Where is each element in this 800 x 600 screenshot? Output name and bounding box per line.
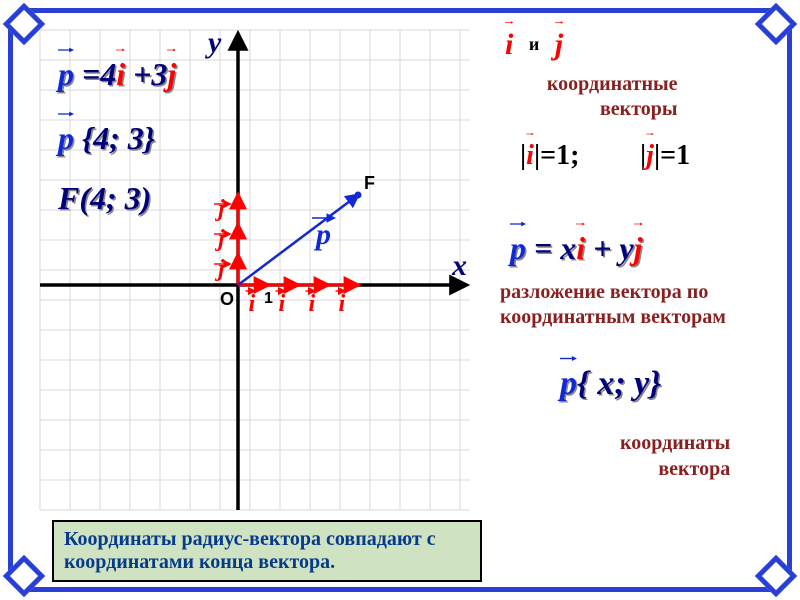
caption-decomposition: разложение вектора по координатным векто… xyxy=(500,280,726,330)
caption-coord-vectors: координатные векторы xyxy=(540,72,678,122)
equation-p-coords-numeric: p {4; 3} xyxy=(58,120,155,157)
i-and-j-heading: i и j xyxy=(505,28,563,62)
magnitude-i: |i|=1; xyxy=(520,140,579,172)
equation-p-coords-general: p{ x; y} xyxy=(560,365,661,403)
footnote-line: Координаты радиус-вектора совпадают с xyxy=(64,528,470,551)
equation-p-decomp-numeric: p =4i +3j xyxy=(58,56,176,93)
point-F-coords: F(4; 3) xyxy=(58,180,151,217)
equation-p-decomp-general: p = xi + yj xyxy=(510,230,642,267)
caption-coords-of-vector: координаты вектора xyxy=(620,430,730,482)
footnote-box: Координаты радиус-вектора совпадают с ко… xyxy=(52,520,482,582)
footnote-line: координатами конца вектора. xyxy=(64,551,470,574)
magnitude-j: |j|=1 xyxy=(640,140,690,172)
